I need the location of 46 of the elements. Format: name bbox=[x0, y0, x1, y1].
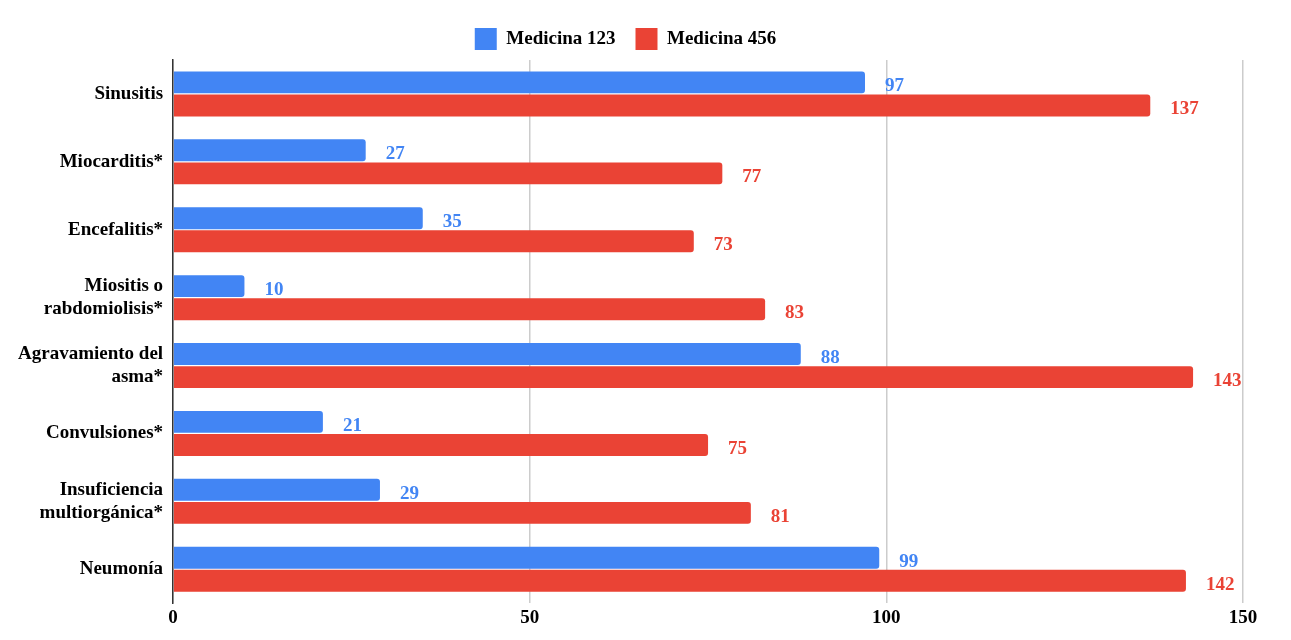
data-label: 29 bbox=[399, 481, 419, 503]
data-label: 75 bbox=[728, 436, 748, 458]
y-tick-label: Miositis o rabdomiolisis* bbox=[43, 274, 164, 318]
x-tick-label: 0 bbox=[168, 605, 178, 627]
bar bbox=[173, 478, 380, 501]
data-label: 99 bbox=[899, 549, 919, 571]
bar bbox=[173, 569, 1186, 592]
bar bbox=[173, 343, 801, 365]
legend-label: Medicina 123 bbox=[506, 26, 616, 48]
y-tick-label: Neumonía bbox=[79, 557, 164, 579]
legend-label: Medicina 456 bbox=[667, 26, 777, 48]
y-tick-label: Agravamiento del asma* bbox=[17, 342, 164, 386]
y-tick-label: Miocarditis* bbox=[59, 149, 164, 171]
x-tick-label: 100 bbox=[872, 605, 901, 627]
data-label: 35 bbox=[442, 210, 462, 232]
bar bbox=[173, 94, 1151, 117]
bar bbox=[173, 366, 1194, 389]
data-label: 137 bbox=[1170, 97, 1200, 119]
data-label: 142 bbox=[1205, 572, 1235, 594]
x-tick-label: 50 bbox=[520, 605, 540, 627]
bar bbox=[173, 162, 723, 185]
y-tick-label: Sinusitis bbox=[94, 81, 164, 103]
data-label: 27 bbox=[385, 142, 406, 164]
bar bbox=[173, 139, 366, 162]
bar bbox=[173, 230, 694, 253]
data-label: 10 bbox=[264, 278, 284, 300]
bar bbox=[173, 501, 751, 524]
data-label: 83 bbox=[785, 301, 805, 323]
data-label: 21 bbox=[342, 413, 362, 435]
y-tick-label: Convulsiones* bbox=[45, 421, 164, 443]
data-label: 97 bbox=[884, 74, 905, 96]
x-tick-label: 150 bbox=[1228, 605, 1258, 627]
bar bbox=[173, 434, 709, 456]
data-label: 143 bbox=[1213, 369, 1242, 390]
bar bbox=[173, 410, 323, 433]
data-label: 88 bbox=[820, 345, 840, 367]
data-label: 73 bbox=[713, 233, 733, 255]
bar bbox=[173, 546, 880, 569]
data-label: 77 bbox=[742, 165, 762, 187]
bar bbox=[173, 207, 423, 230]
bar bbox=[173, 71, 865, 94]
y-tick-label: Encefalitis* bbox=[68, 217, 164, 239]
bar bbox=[173, 298, 766, 321]
y-tick-label: Insuficiencia multiorgánica* bbox=[39, 477, 164, 522]
data-label: 81 bbox=[770, 504, 790, 526]
bar bbox=[173, 275, 245, 298]
